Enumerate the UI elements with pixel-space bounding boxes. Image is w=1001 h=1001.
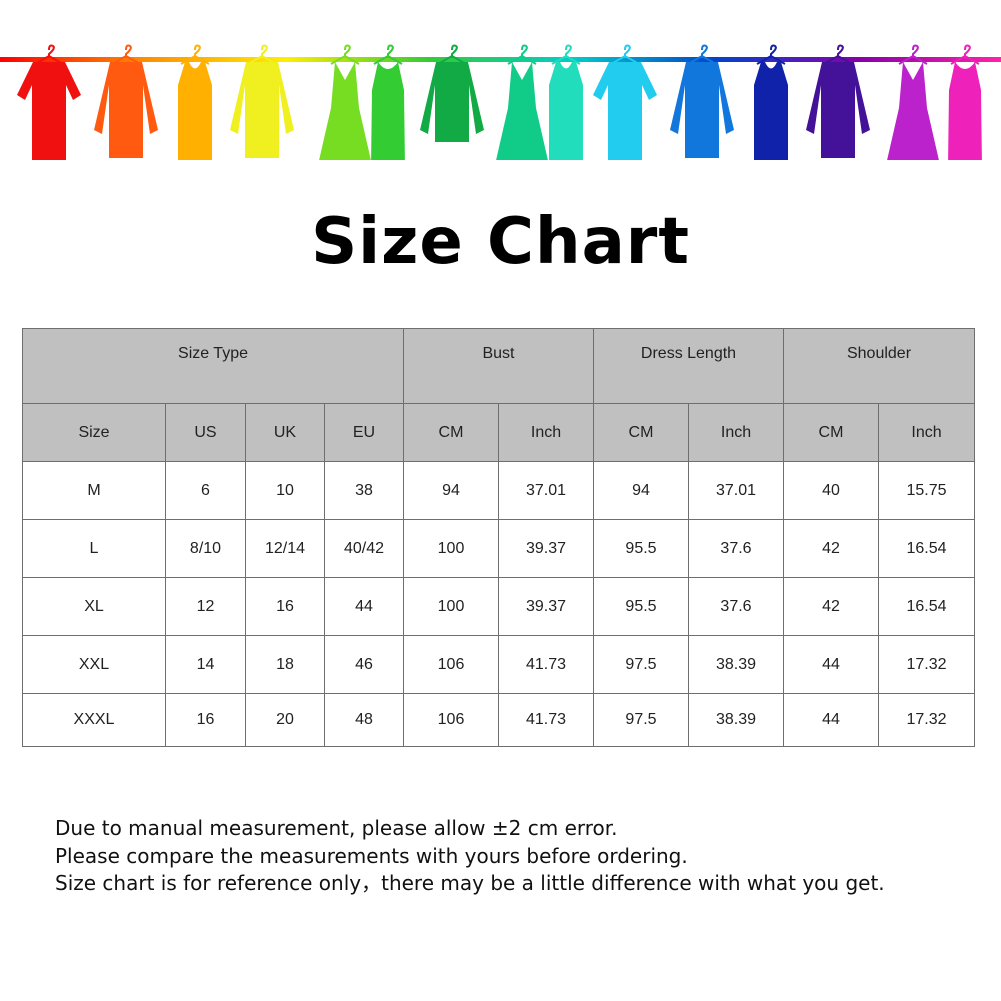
table-row: L 8/10 12/14 40/42 100 39.37 95.5 37.6 42 16.54: [22, 519, 975, 578]
column-header: Inch: [688, 403, 784, 462]
note-line: Size chart is for reference only，there m…: [55, 871, 885, 895]
table-cell: 39.37: [498, 519, 594, 578]
garment-tankdress-icon: [371, 44, 405, 160]
group-header-size-type: Size Type: [22, 328, 404, 404]
column-header: CM: [593, 403, 689, 462]
table-cell: 14: [165, 635, 246, 694]
table-cell: 17.32: [878, 693, 975, 747]
garment-shirt-icon: [94, 44, 158, 158]
notes: Due to manual measurement, please allow …: [55, 815, 885, 898]
table-cell: 97.5: [593, 693, 689, 747]
garment-sweater-icon: [230, 44, 294, 158]
table-cell: 8/10: [165, 519, 246, 578]
table-cell: XXXL: [22, 693, 166, 747]
table-cell: 18: [245, 635, 325, 694]
table-cell: 40: [783, 461, 879, 520]
column-header: Size: [22, 403, 166, 462]
table-cell: 12: [165, 577, 246, 636]
table-cell: 95.5: [593, 519, 689, 578]
table-cell: L: [22, 519, 166, 578]
table-cell: 44: [783, 693, 879, 747]
page-title: Size Chart: [311, 205, 690, 279]
table-cell: 37.01: [498, 461, 594, 520]
table-cell: 16.54: [878, 519, 975, 578]
group-header-row: Size Type Bust Dress Length Shoulder: [22, 328, 975, 404]
table-cell: 97.5: [593, 635, 689, 694]
column-header: Inch: [498, 403, 594, 462]
table-cell: 38: [324, 461, 404, 520]
table-cell: 15.75: [878, 461, 975, 520]
table-cell: 106: [403, 635, 499, 694]
table-row: XL 12 16 44 100 39.37 95.5 37.6 42 16.54: [22, 577, 975, 636]
table-cell: 106: [403, 693, 499, 747]
garment-dress-icon: [887, 44, 939, 160]
group-header-shoulder: Shoulder: [783, 328, 975, 404]
table-cell: 12/14: [245, 519, 325, 578]
table-cell: 100: [403, 577, 499, 636]
table-cell: M: [22, 461, 166, 520]
garment-tshirt-icon: [17, 44, 81, 160]
table-cell: 94: [403, 461, 499, 520]
table-row: M 6 10 38 94 37.01 94 37.01 40 15.75: [22, 461, 975, 520]
garment-longsleeve-icon: [420, 44, 484, 142]
table-cell: 6: [165, 461, 246, 520]
clothes-hanger-banner: [0, 44, 1001, 160]
table-cell: 37.6: [688, 577, 784, 636]
column-header: Inch: [878, 403, 975, 462]
table-cell: 94: [593, 461, 689, 520]
garment-tank-icon: [178, 44, 212, 160]
table-cell: 38.39: [688, 693, 784, 747]
table-cell: 42: [783, 577, 879, 636]
group-header-bust: Bust: [403, 328, 594, 404]
table-cell: 40/42: [324, 519, 404, 578]
column-header-row: Size US UK EU CM Inch CM Inch CM Inch: [22, 403, 975, 462]
table-cell: 17.32: [878, 635, 975, 694]
garment-shirt-icon: [670, 44, 734, 158]
group-header-dress-length: Dress Length: [593, 328, 784, 404]
table-cell: 95.5: [593, 577, 689, 636]
column-header: CM: [403, 403, 499, 462]
note-line: Please compare the measurements with you…: [55, 843, 688, 868]
garment-tankdress-icon: [948, 44, 982, 160]
table-cell: XXL: [22, 635, 166, 694]
table-cell: 42: [783, 519, 879, 578]
table-cell: 10: [245, 461, 325, 520]
table-cell: 38.39: [688, 635, 784, 694]
table-cell: 16: [245, 577, 325, 636]
table-cell: 39.37: [498, 577, 594, 636]
table-cell: 16.54: [878, 577, 975, 636]
column-header: CM: [783, 403, 879, 462]
table-cell: 16: [165, 693, 246, 747]
column-header: US: [165, 403, 246, 462]
table-row: XXXL 16 20 48 106 41.73 97.5 38.39 44 17.32: [22, 693, 975, 747]
garment-dress-icon: [496, 44, 548, 160]
table-cell: 37.6: [688, 519, 784, 578]
table-cell: 100: [403, 519, 499, 578]
table-cell: 46: [324, 635, 404, 694]
table-cell: 41.73: [498, 635, 594, 694]
size-table: Size Type Bust Dress Length Shoulder Siz…: [22, 328, 975, 747]
table-row: XXL 14 18 46 106 41.73 97.5 38.39 44 17.32: [22, 635, 975, 694]
column-header: UK: [245, 403, 325, 462]
table-cell: XL: [22, 577, 166, 636]
table-cell: 48: [324, 693, 404, 747]
garment-dress-icon: [319, 44, 371, 160]
garment-tank-icon: [549, 44, 583, 160]
hanger-rod: [0, 57, 1001, 62]
table-cell: 20: [245, 693, 325, 747]
table-cell: 44: [324, 577, 404, 636]
garment-sweater-icon: [806, 44, 870, 158]
garment-tank-icon: [754, 44, 788, 160]
table-cell: 37.01: [688, 461, 784, 520]
table-cell: 44: [783, 635, 879, 694]
note-line: Due to manual measurement, please allow …: [55, 816, 618, 840]
garment-tshirt-icon: [593, 44, 657, 160]
column-header: EU: [324, 403, 404, 462]
table-cell: 41.73: [498, 693, 594, 747]
